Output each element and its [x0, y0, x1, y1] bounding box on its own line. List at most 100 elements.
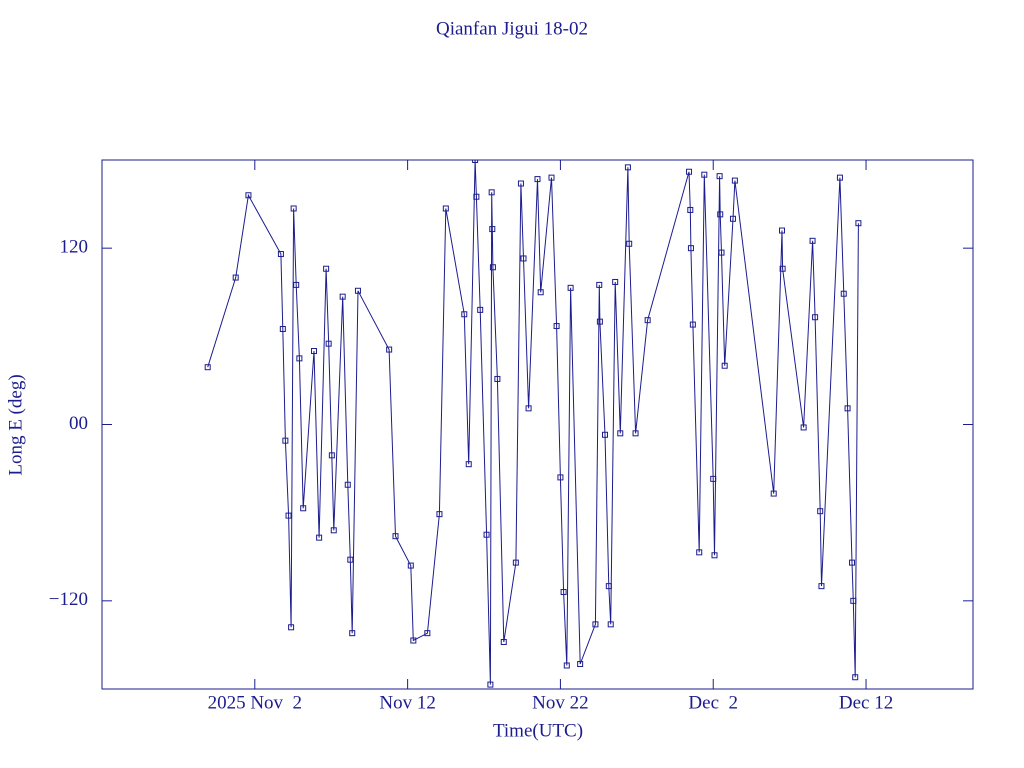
data-point	[605, 583, 612, 590]
data-point	[617, 430, 624, 437]
data-point	[410, 637, 417, 644]
data-point	[489, 264, 496, 271]
x-axis-label: Time(UTC)	[493, 720, 583, 741]
data-point	[472, 160, 479, 163]
data-point	[718, 249, 725, 256]
data-point	[525, 405, 532, 412]
data-point	[407, 562, 414, 569]
data-point	[344, 481, 351, 488]
data-point	[520, 255, 527, 262]
data-point	[770, 490, 777, 497]
data-point	[557, 474, 564, 481]
data-point	[465, 461, 472, 468]
data-point	[644, 317, 651, 324]
data-point	[560, 589, 567, 596]
data-point	[483, 531, 490, 538]
data-point	[721, 362, 728, 369]
data-point	[290, 205, 297, 212]
data-point	[553, 323, 560, 330]
data-point	[477, 306, 484, 313]
x-tick-label: Dec 12	[839, 692, 893, 713]
data-point	[489, 226, 496, 233]
data-point	[687, 206, 694, 213]
data-point	[473, 193, 480, 200]
data-point	[836, 174, 843, 181]
data-point	[607, 621, 614, 628]
data-point	[277, 251, 284, 258]
data-point	[548, 174, 555, 181]
data-point	[689, 321, 696, 328]
x-tick-label: Nov 22	[532, 692, 588, 713]
data-point	[282, 437, 289, 444]
data-point	[424, 630, 431, 637]
data-point	[717, 211, 724, 218]
data-point	[436, 511, 443, 518]
data-line	[207, 160, 859, 685]
data-point	[339, 293, 346, 300]
data-point	[731, 177, 738, 184]
data-point	[323, 265, 330, 272]
data-point	[818, 583, 825, 590]
data-point	[325, 340, 332, 347]
data-point	[696, 549, 703, 556]
data-point	[601, 431, 608, 438]
data-point	[778, 227, 785, 234]
data-point	[296, 355, 303, 362]
data-point	[855, 220, 862, 227]
data-point	[392, 533, 399, 540]
data-point	[300, 505, 307, 512]
data-point	[285, 512, 292, 519]
data-point	[817, 508, 824, 515]
plot-area	[204, 160, 862, 688]
x-tick-label: Dec 2	[688, 692, 738, 713]
data-point	[624, 164, 631, 171]
data-point	[279, 325, 286, 332]
y-tick-label: 00	[69, 413, 88, 434]
x-tick-label: Nov 12	[379, 692, 435, 713]
data-point	[386, 346, 393, 353]
data-point	[710, 475, 717, 482]
data-point	[687, 245, 694, 252]
data-point	[800, 424, 807, 431]
data-point	[349, 630, 356, 637]
data-point	[809, 237, 816, 244]
data-point	[288, 624, 295, 631]
data-point	[328, 452, 335, 459]
data-point	[500, 638, 507, 645]
data-point	[844, 405, 851, 412]
data-point	[293, 281, 300, 288]
data-point	[487, 681, 494, 688]
y-tick-label: −120	[49, 589, 88, 610]
data-point	[626, 240, 633, 247]
data-point	[537, 289, 544, 296]
data-point	[779, 265, 786, 272]
data-point	[840, 290, 847, 297]
data-point	[852, 674, 859, 681]
data-point	[534, 176, 541, 183]
data-point	[729, 215, 736, 222]
data-point	[563, 662, 570, 669]
data-point	[494, 375, 501, 382]
data-point	[442, 205, 449, 212]
chart-title: Qianfan Jigui 18-02	[436, 18, 588, 39]
data-point	[517, 180, 524, 187]
y-axis-label: Long E (deg)	[5, 374, 26, 475]
data-point	[711, 552, 718, 559]
data-point	[354, 287, 361, 294]
data-point	[849, 559, 856, 566]
data-point	[632, 430, 639, 437]
data-point	[577, 661, 584, 668]
data-point	[512, 559, 519, 566]
data-point	[596, 318, 603, 325]
y-tick-label: 120	[60, 237, 89, 258]
data-point	[245, 192, 252, 199]
data-point	[488, 189, 495, 196]
data-point	[716, 173, 723, 180]
data-point	[461, 311, 468, 318]
data-point	[204, 364, 211, 371]
data-point	[612, 278, 619, 285]
data-point	[347, 556, 354, 563]
data-point	[232, 274, 239, 281]
